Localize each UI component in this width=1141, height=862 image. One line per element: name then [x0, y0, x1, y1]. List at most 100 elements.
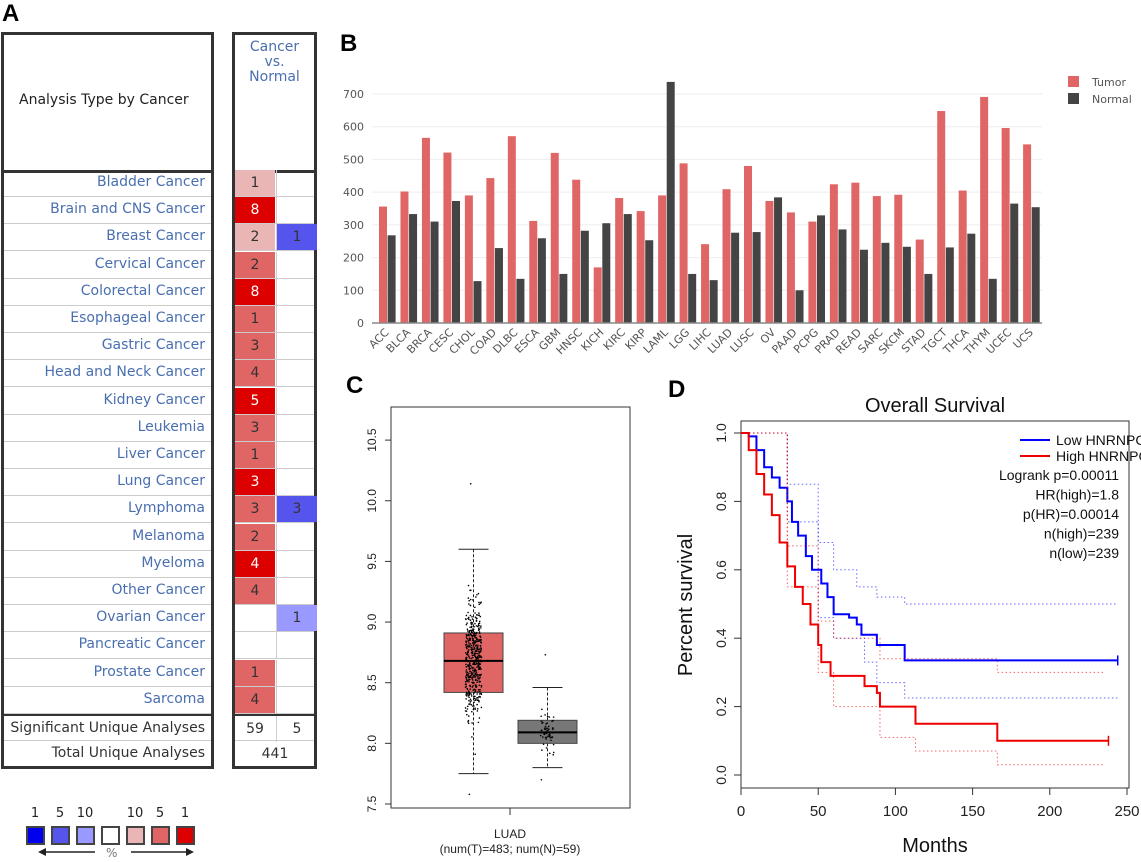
cancer-type-link[interactable]: Bladder Cancer	[97, 174, 205, 190]
cancer-type-link[interactable]: Lung Cancer	[117, 473, 205, 490]
cancer-type-link[interactable]: Esophageal Cancer	[70, 310, 205, 326]
under-expression-cell[interactable]	[276, 523, 317, 550]
over-expression-cell[interactable]: 2	[235, 523, 275, 550]
jitter-point	[548, 728, 550, 731]
jitter-point	[466, 713, 468, 716]
over-expression-cell[interactable]: 4	[235, 578, 275, 604]
over-expression-cell[interactable]: 2	[235, 224, 275, 251]
under-expression-cell[interactable]	[276, 550, 317, 577]
cancer-type-link[interactable]: Breast Cancer	[106, 228, 205, 245]
over-expression-cell[interactable]: 3	[235, 414, 275, 441]
over-expression-cell[interactable]: 1	[235, 442, 275, 468]
under-expression-cell[interactable]	[276, 197, 317, 224]
jitter-point	[466, 630, 469, 632]
under-expression-cell[interactable]	[276, 632, 317, 659]
jitter-point	[474, 699, 476, 702]
cancer-type-link[interactable]: Lymphoma	[128, 500, 205, 517]
jitter-point	[467, 675, 469, 677]
jitter-point	[472, 681, 475, 684]
y-tick-label: 0.4	[713, 628, 729, 648]
cancer-type-link[interactable]: Melanoma	[132, 527, 205, 544]
jitter-point	[475, 684, 477, 686]
under-expression-cell[interactable]	[276, 306, 317, 332]
over-expression-cell[interactable]: 4	[235, 360, 275, 387]
under-expression-cell[interactable]	[276, 251, 317, 278]
under-expression-cell[interactable]	[276, 360, 317, 387]
jitter-point	[467, 674, 470, 676]
bar-tumor-chol	[464, 195, 473, 323]
legend-percent-label: 1	[30, 806, 40, 821]
over-expression-cell[interactable]: 5	[235, 387, 275, 414]
under-expression-cell[interactable]	[276, 414, 317, 441]
cancer-type-link[interactable]: Ovarian Cancer	[96, 609, 205, 626]
jitter-point	[476, 666, 478, 669]
cancer-type-link[interactable]: Pancreatic Cancer	[78, 636, 205, 653]
under-expression-cell[interactable]: 1	[276, 605, 317, 632]
under-expression-cell[interactable]	[276, 170, 317, 196]
bar-tumor-kirc	[615, 198, 624, 323]
cancer-type-link[interactable]: Cervical Cancer	[94, 255, 205, 272]
jitter-point	[479, 649, 482, 652]
over-expression-cell[interactable]: 4	[235, 550, 275, 577]
bar-tumor-esca	[529, 220, 538, 323]
under-expression-cell[interactable]	[276, 387, 317, 414]
cancer-type-link[interactable]: Head and Neck Cancer	[44, 364, 205, 381]
cancer-type-link[interactable]: Colorectal Cancer	[80, 282, 205, 299]
over-expression-cell[interactable]: 3	[235, 496, 275, 523]
under-expression-cell[interactable]	[276, 442, 317, 468]
over-expression-cell[interactable]: 8	[235, 278, 275, 305]
jitter-point	[464, 680, 467, 683]
cancer-type-link[interactable]: Brain and CNS Cancer	[50, 201, 205, 218]
jitter-point	[479, 676, 481, 679]
stat-annotation: n(high)=239	[1044, 526, 1119, 542]
over-expression-cell[interactable]: 8	[235, 197, 275, 224]
jitter-point	[465, 623, 468, 626]
jitter-point	[465, 663, 467, 666]
under-expression-cell[interactable]	[276, 578, 317, 604]
bar-normal-luad	[731, 232, 740, 323]
over-expression-cell[interactable]: 2	[235, 251, 275, 278]
jitter-point	[465, 694, 468, 697]
bar-normal-kich	[602, 223, 611, 323]
jitter-point	[465, 646, 468, 649]
jitter-point	[468, 793, 471, 796]
jitter-point	[478, 652, 480, 654]
over-expression-cell[interactable]: 3	[235, 333, 275, 360]
jitter-point	[466, 645, 469, 647]
jitter-point	[468, 645, 471, 648]
table-row: Brain and CNS Cancer	[4, 197, 211, 225]
over-expression-cell[interactable]: 1	[235, 170, 275, 196]
legend-unit: %	[106, 846, 118, 860]
jitter-point	[465, 671, 467, 673]
table-row: 8	[235, 278, 317, 306]
cancer-type-link[interactable]: Other Cancer	[111, 582, 206, 598]
jitter-point	[539, 734, 542, 737]
over-expression-cell[interactable]: 4	[235, 686, 275, 713]
under-expression-cell[interactable]: 1	[276, 224, 317, 251]
under-expression-cell[interactable]	[276, 469, 317, 496]
cancer-type-link[interactable]: Leukemia	[137, 418, 205, 435]
jitter-point	[469, 688, 472, 690]
cancer-type-link[interactable]: Prostate Cancer	[93, 663, 205, 680]
y-tick-label: 400	[343, 186, 364, 199]
bar-normal-dlbc	[516, 278, 525, 323]
over-expression-cell[interactable]: 3	[235, 469, 275, 496]
under-expression-cell[interactable]	[276, 659, 317, 686]
cancer-type-link[interactable]: Liver Cancer	[116, 446, 205, 462]
over-expression-cell[interactable]: 1	[235, 306, 275, 332]
cancer-type-link[interactable]: Gastric Cancer	[101, 337, 205, 354]
legend-percent-label: 10	[76, 806, 94, 821]
cancer-type-link[interactable]: Kidney Cancer	[103, 391, 205, 408]
cancer-type-link[interactable]: Sarcoma	[143, 690, 205, 707]
y-tick-label: 8.0	[365, 735, 379, 752]
jitter-point	[546, 715, 549, 718]
under-expression-cell[interactable]	[276, 333, 317, 360]
table-row: Kidney Cancer	[4, 388, 211, 415]
under-expression-cell[interactable]	[276, 278, 317, 305]
jitter-point	[472, 645, 475, 647]
jitter-point	[473, 701, 475, 703]
cancer-type-link[interactable]: Myeloma	[141, 554, 205, 571]
under-expression-cell[interactable]	[276, 686, 317, 713]
over-expression-cell[interactable]: 1	[235, 659, 275, 686]
under-expression-cell[interactable]: 3	[276, 496, 317, 523]
